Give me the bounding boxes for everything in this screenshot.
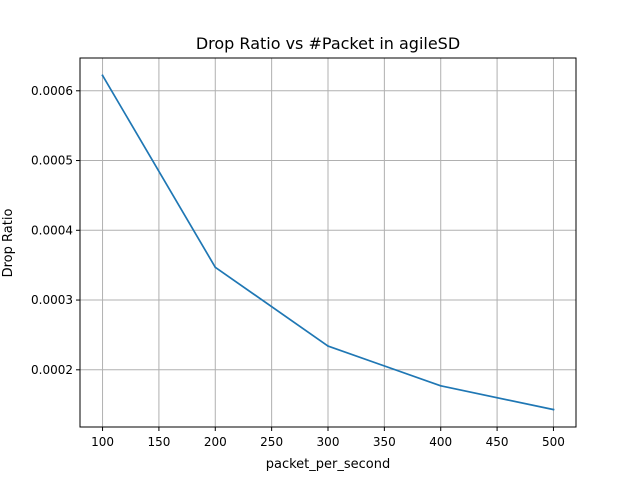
series-layer: [101, 74, 555, 411]
y-tick-label: 0.0006: [31, 84, 73, 98]
data-point: [214, 266, 217, 269]
y-tick-label: 0.0003: [31, 293, 73, 307]
data-point: [552, 408, 555, 411]
y-tick-label: 0.0002: [31, 363, 73, 377]
x-axis-label: packet_per_second: [266, 457, 390, 472]
y-tick-label: 0.0004: [31, 223, 73, 237]
x-tick-label: 450: [486, 435, 509, 449]
x-tick-label: 250: [260, 435, 283, 449]
y-axis-label: Drop Ratio: [1, 209, 16, 278]
x-tick-label: 300: [317, 435, 340, 449]
x-tick-label: 350: [373, 435, 396, 449]
data-point: [101, 74, 104, 77]
grid: [80, 58, 576, 427]
ticks: 100 150 200 250 300 350 400 450 500 0.0002 0.0003 0…: [31, 84, 565, 449]
x-tick-label: 200: [204, 435, 227, 449]
x-tick-label: 500: [542, 435, 565, 449]
chart-title: Drop Ratio vs #Packet in agileSD: [196, 34, 460, 53]
data-point: [439, 384, 442, 387]
x-tick-label: 100: [91, 435, 114, 449]
y-tick-label: 0.0005: [31, 154, 73, 168]
x-tick-label: 400: [429, 435, 452, 449]
x-tick-label: 150: [147, 435, 170, 449]
data-point: [327, 345, 329, 347]
